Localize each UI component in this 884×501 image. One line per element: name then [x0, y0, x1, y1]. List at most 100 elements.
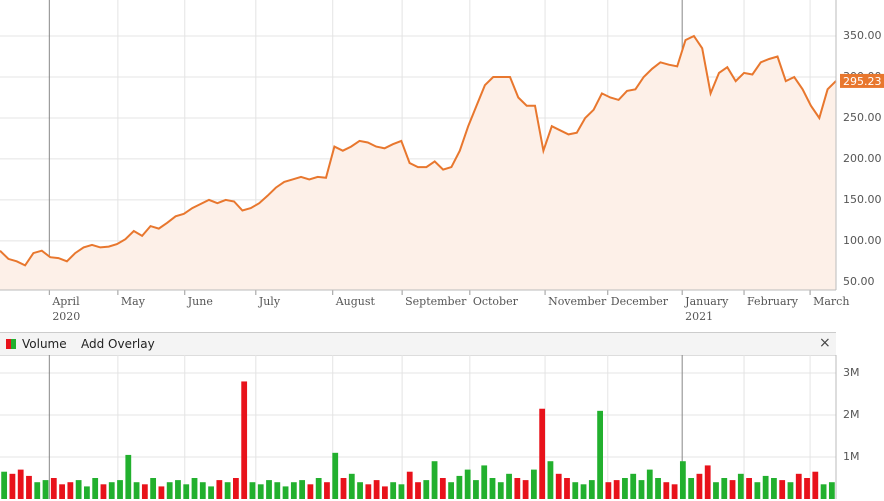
year-label: 2021 — [685, 310, 713, 323]
x-tick-label: July — [258, 295, 281, 308]
volume-bar — [175, 480, 181, 499]
y-tick-label: 350.00 — [843, 29, 882, 42]
volume-bar — [804, 478, 810, 499]
volume-bar — [166, 482, 173, 499]
volume-bar — [92, 478, 99, 499]
volume-bar — [415, 482, 421, 499]
volume-bar — [199, 482, 206, 499]
volume-bar — [290, 482, 297, 499]
x-tick-label: August — [335, 295, 376, 308]
volume-bar — [332, 452, 339, 499]
volume-bar — [489, 478, 496, 499]
volume-bar — [406, 471, 413, 499]
volume-bar — [655, 478, 661, 499]
volume-bar — [241, 381, 248, 499]
add-overlay[interactable]: Add Overlay — [81, 337, 155, 351]
volume-bar — [59, 484, 65, 499]
volume-bar — [754, 482, 761, 499]
y-tick-label: 100.00 — [843, 234, 882, 247]
volume-bar — [456, 475, 463, 499]
volume-bar — [315, 478, 322, 499]
volume-bar — [580, 484, 587, 499]
volume-bar — [9, 473, 16, 499]
volume-bar — [423, 480, 430, 499]
volume-bar — [464, 469, 471, 499]
x-tick-label: April — [51, 295, 80, 308]
x-tick-label: January — [684, 295, 729, 308]
volume-bar — [729, 480, 736, 499]
year-label: 2020 — [52, 310, 80, 323]
volume-bar — [696, 473, 703, 499]
volume-bar — [357, 482, 363, 499]
volume-bar — [373, 480, 380, 499]
volume-bar — [431, 461, 438, 499]
volume-bar — [257, 484, 264, 499]
y-tick-label: 1M — [843, 450, 860, 463]
volume-bar — [34, 482, 41, 499]
x-tick-label: December — [611, 295, 669, 308]
volume-bar — [746, 478, 752, 499]
price-chart: 50.00100.00150.00200.00250.00300.00350.0… — [0, 0, 884, 323]
volume-bar — [216, 480, 223, 499]
volume-bar — [721, 478, 728, 499]
x-tick-label: September — [405, 295, 467, 308]
volume-bar — [17, 469, 24, 499]
x-tick-label: May — [121, 295, 146, 308]
volume-bar — [282, 486, 289, 499]
volume-bar — [381, 486, 388, 499]
volume-bar — [473, 480, 479, 499]
volume-bar — [266, 480, 272, 499]
volume-bar — [67, 482, 74, 499]
volume-bar — [439, 478, 446, 499]
volume-bar — [762, 475, 769, 499]
volume-bar — [688, 478, 695, 499]
close-button[interactable]: × — [819, 335, 831, 351]
volume-chart: 1M 2M 3M — [0, 355, 860, 499]
volume-bar — [588, 480, 595, 499]
legend-swatch-up — [11, 339, 16, 349]
volume-bar — [340, 478, 347, 499]
volume-header: Volume Add Overlay × — [0, 332, 836, 356]
last-value-box — [840, 73, 884, 88]
x-tick-label: June — [187, 295, 213, 308]
volume-bar — [191, 478, 198, 499]
legend-swatch-down — [6, 339, 11, 349]
volume-bar — [224, 482, 231, 499]
volume-bar — [779, 480, 786, 499]
volume-bar — [771, 478, 777, 499]
volume-bar — [1, 471, 8, 499]
volume-bar — [365, 484, 372, 499]
volume-bar — [646, 469, 653, 499]
volume-bar — [638, 480, 645, 499]
price-area — [0, 36, 836, 290]
volume-bar — [481, 465, 488, 499]
y-tick-label: 2M — [843, 408, 860, 421]
volume-bar — [133, 482, 140, 499]
volume-bar — [307, 484, 314, 499]
volume-bar — [713, 482, 719, 499]
volume-bar — [795, 473, 802, 499]
volume-bar — [630, 473, 637, 499]
volume-bar — [547, 461, 554, 499]
volume-bar — [613, 480, 620, 499]
volume-bar — [233, 478, 239, 499]
y-tick-label: 250.00 — [843, 111, 882, 124]
x-tick-label: February — [747, 295, 799, 308]
volume-bar — [737, 473, 744, 499]
legend-label[interactable]: Volume — [22, 337, 67, 351]
volume-bar — [141, 484, 148, 499]
volume-bar — [787, 482, 794, 499]
last-value-label: 295.23 — [843, 75, 882, 88]
volume-bar — [497, 482, 504, 499]
volume-bar — [208, 486, 214, 499]
volume-bar — [125, 454, 132, 499]
y-tick-label: 50.00 — [843, 275, 875, 288]
volume-bar — [150, 478, 157, 499]
volume-bar — [108, 482, 115, 499]
volume-bar — [274, 482, 281, 499]
x-tick-label: November — [548, 295, 607, 308]
y-tick-label: 3M — [843, 366, 860, 379]
volume-bar — [530, 469, 537, 499]
volume-bar — [663, 482, 670, 499]
